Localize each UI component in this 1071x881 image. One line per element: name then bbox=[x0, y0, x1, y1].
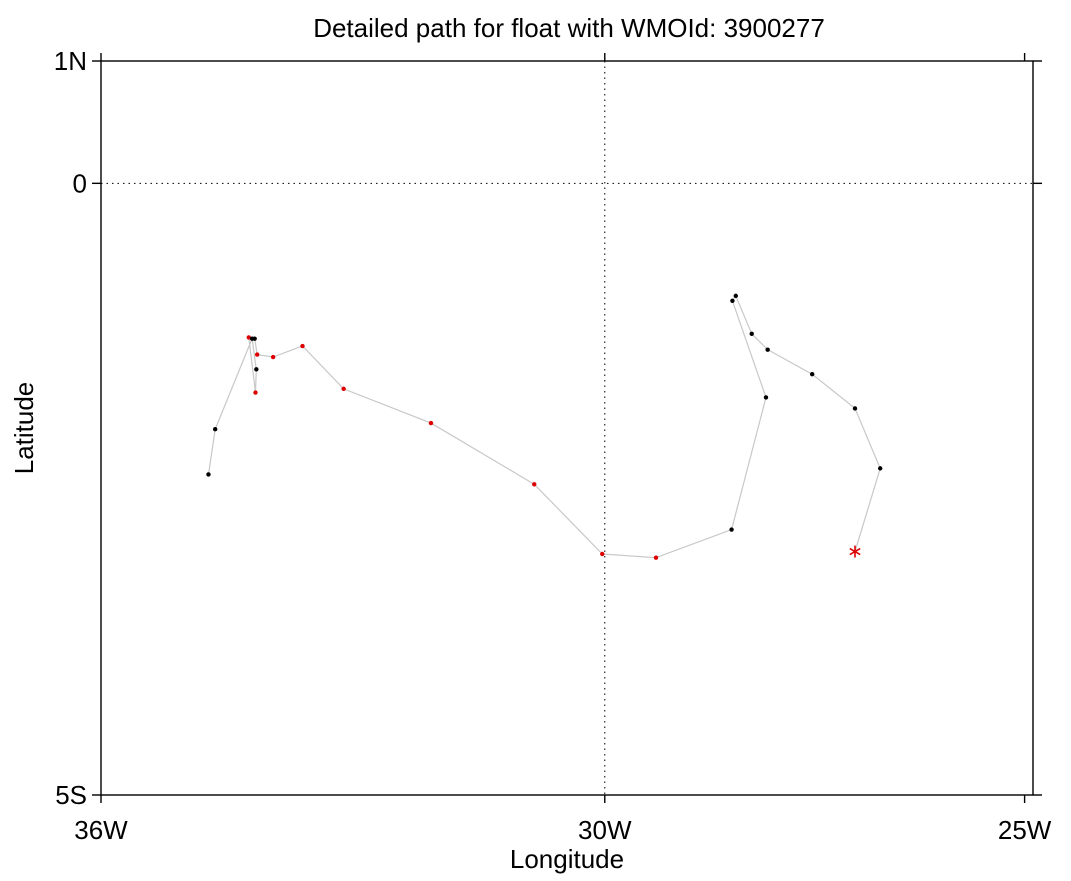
y-axis-label: Latitude bbox=[9, 382, 39, 475]
float-position-13 bbox=[428, 420, 434, 426]
float-position-23 bbox=[212, 427, 218, 432]
float-position-22 bbox=[249, 336, 255, 341]
float-position-1 bbox=[877, 466, 883, 471]
x-tick-label-0: 36W bbox=[74, 815, 128, 845]
float-position-10 bbox=[653, 555, 659, 560]
float-position-11 bbox=[600, 551, 605, 557]
x-tick-labels: 36W 30W 25W bbox=[74, 815, 1052, 845]
float-position-7 bbox=[730, 298, 735, 303]
float-position-3 bbox=[809, 371, 815, 377]
start-position-marker bbox=[849, 545, 861, 558]
float-position-21 bbox=[254, 367, 259, 372]
float-position-24 bbox=[206, 472, 211, 477]
x-axis-label: Longitude bbox=[510, 844, 624, 874]
float-positions bbox=[206, 293, 883, 560]
y-tick-labels: 1N 0 5S bbox=[54, 46, 87, 810]
map-title: Detailed path for float with WMOId: 3900… bbox=[313, 13, 825, 43]
float-track-line bbox=[207, 294, 881, 559]
y-tick-label-2: 5S bbox=[55, 780, 87, 810]
grid-lines bbox=[101, 61, 1033, 795]
float-position-17 bbox=[254, 352, 260, 357]
float-position-19 bbox=[246, 335, 251, 340]
float-position-12 bbox=[532, 482, 537, 487]
axis-ticks bbox=[92, 53, 1042, 803]
float-position-15 bbox=[300, 343, 305, 349]
float-position-20 bbox=[253, 390, 258, 395]
x-tick-label-1: 30W bbox=[578, 815, 632, 845]
track-polyline bbox=[207, 294, 881, 559]
float-position-9 bbox=[729, 527, 734, 532]
float-position-5 bbox=[749, 331, 754, 337]
float-position-6 bbox=[733, 293, 738, 299]
x-tick-label-2: 25W bbox=[998, 815, 1052, 845]
float-position-2 bbox=[852, 406, 858, 411]
float-position-4 bbox=[765, 347, 770, 352]
float-position-8 bbox=[763, 395, 769, 400]
y-tick-label-0: 1N bbox=[54, 46, 87, 76]
float-position-14 bbox=[341, 386, 346, 392]
y-tick-label-1: 0 bbox=[73, 168, 87, 198]
float-position-16 bbox=[270, 354, 276, 360]
map-frame bbox=[100, 60, 1034, 796]
